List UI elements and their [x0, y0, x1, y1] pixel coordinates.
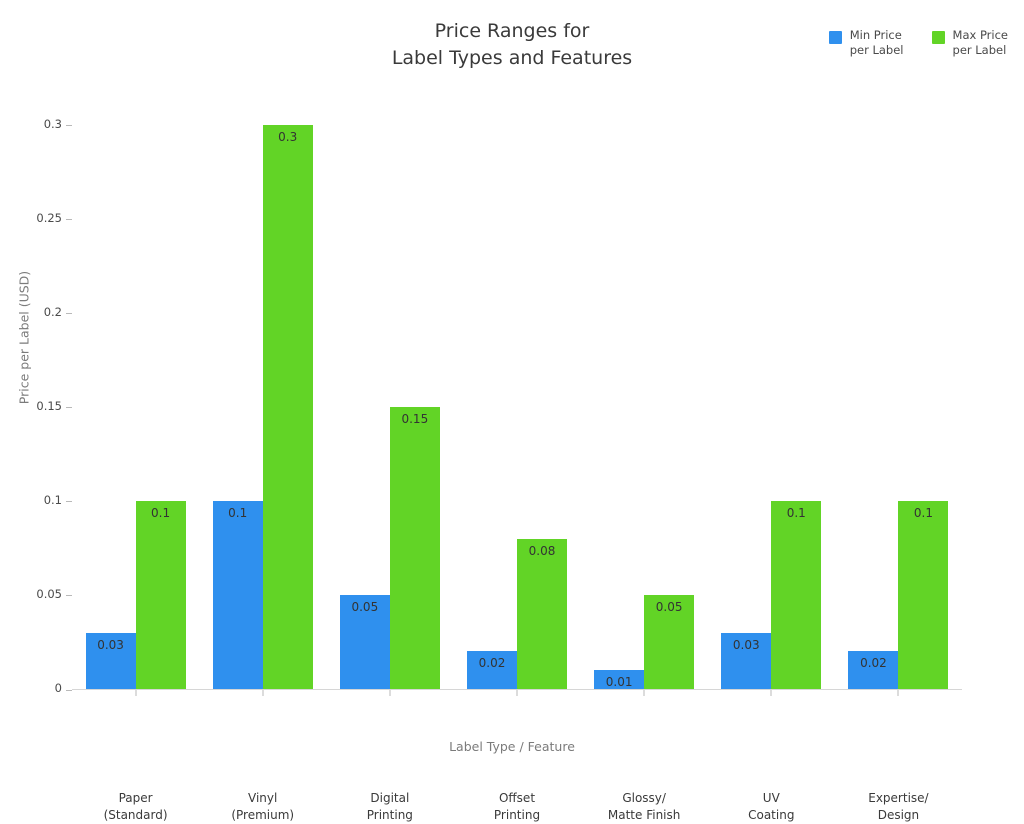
bar[interactable]: 0.1 [135, 500, 186, 689]
x-axis-line [72, 689, 962, 690]
bar-value-label: 0.1 [151, 505, 171, 520]
bar[interactable]: 0.03 [721, 632, 772, 689]
bar-value-label: 0.01 [605, 675, 633, 690]
bar-value-label: 0.02 [860, 656, 887, 671]
bar[interactable]: 0.02 [467, 651, 517, 689]
bar[interactable]: 0.05 [339, 594, 390, 689]
x-tick-mark [262, 690, 264, 696]
bar-value-label: 0.03 [732, 637, 760, 652]
y-tick-label: 0.25 [36, 210, 62, 225]
bar[interactable]: 0.02 [848, 651, 899, 689]
bar-value-label: 0.3 [278, 129, 298, 144]
y-tick-mark [66, 219, 72, 221]
plot-area: 0 0.05 0.1 0.15 0.2 0.25 0.3 0.03 0.1 0.1 0.3 0.05… [36, 88, 962, 822]
y-tick-label: 0.05 [36, 586, 62, 601]
x-tick-mark [516, 690, 518, 696]
chart-legend: Min Price per Label Max Price per Label [828, 28, 1008, 58]
bar[interactable]: 0.01 [594, 670, 645, 690]
y-tick-label: 0.2 [43, 304, 62, 319]
x-tick-mark [135, 690, 137, 696]
bar[interactable]: 0.08 [517, 538, 567, 689]
legend-entry[interactable]: Max Price per Label [931, 28, 1008, 58]
bar-value-label: 0.08 [528, 543, 556, 558]
legend-label: Min Price per Label [849, 28, 904, 57]
y-tick-label: 0.3 [43, 116, 62, 131]
y-tick-label: 0.15 [36, 398, 62, 413]
bar[interactable]: 0.03 [85, 632, 136, 689]
bar-value-label: 0.1 [786, 505, 806, 520]
x-tick-mark [389, 690, 391, 696]
bar-value-label: 0.1 [913, 505, 933, 520]
bar-value-label: 0.1 [228, 505, 248, 520]
bar[interactable]: 0.1 [212, 500, 263, 689]
x-axis-title: Label Type / Feature [449, 739, 575, 754]
square-swatch-icon [828, 31, 842, 44]
bar[interactable]: 0.1 [771, 500, 822, 689]
y-tick-mark [66, 595, 72, 597]
y-tick-mark [66, 407, 72, 409]
bar[interactable]: 0.15 [389, 406, 440, 689]
bar-value-label: 0.15 [401, 411, 429, 426]
bar[interactable]: 0.1 [898, 500, 949, 689]
bar-value-label: 0.02 [478, 656, 506, 671]
bar[interactable]: 0.05 [644, 594, 695, 689]
y-axis-title: Price per Label (USD) [16, 270, 32, 405]
y-tick-mark [66, 313, 72, 315]
y-tick-mark [66, 689, 72, 691]
legend-label: Max Price per Label [952, 28, 1008, 57]
x-tick-mark [770, 690, 772, 696]
legend-entry[interactable]: Min Price per Label [828, 28, 904, 58]
y-tick-mark [66, 125, 72, 127]
y-tick-mark [66, 501, 72, 503]
x-tick-mark [897, 690, 899, 696]
x-tick-mark [643, 690, 645, 696]
y-tick-label: 0.1 [43, 492, 62, 507]
square-swatch-icon [931, 31, 945, 44]
x-tick-label: Expertise/ Design [868, 791, 929, 822]
chart-title: Price Ranges for Label Types and Feature… [391, 20, 633, 69]
bar-value-label: 0.03 [97, 637, 124, 652]
bar-value-label: 0.05 [655, 599, 683, 614]
y-tick-label: 0 [54, 681, 62, 695]
bar-value-label: 0.05 [351, 599, 379, 614]
bar[interactable]: 0.3 [262, 124, 313, 689]
